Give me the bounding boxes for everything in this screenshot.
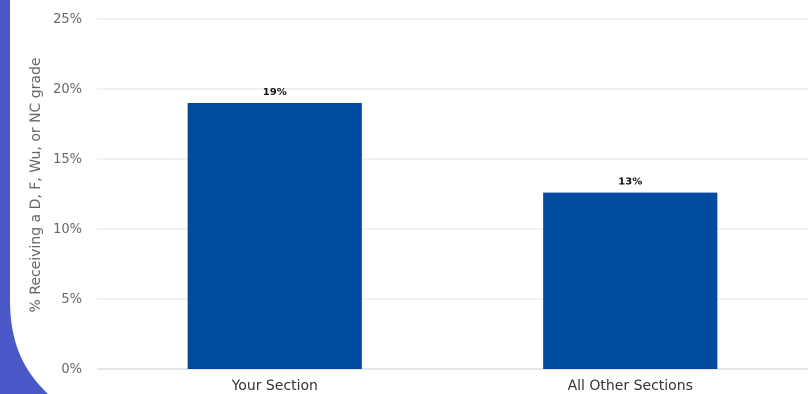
- y-tick-label: 0%: [61, 362, 82, 377]
- bar: [187, 103, 362, 369]
- y-tick-label: 25%: [53, 12, 82, 27]
- y-tick-label: 15%: [53, 152, 82, 167]
- x-axis-categories: Your Section All Other Sections: [231, 378, 693, 394]
- y-axis-ticks: 0% 5% 10% 15% 20% 25%: [53, 12, 82, 377]
- category-label: All Other Sections: [568, 378, 693, 394]
- data-labels: 19% 13%: [263, 87, 642, 188]
- category-label: Your Section: [231, 378, 318, 394]
- y-tick-label: 10%: [53, 222, 82, 237]
- y-tick-label: 5%: [61, 292, 82, 307]
- bars: [187, 103, 718, 369]
- y-axis-title: % Receiving a D, F, Wu, or NC grade: [28, 57, 44, 312]
- bar: [543, 192, 718, 369]
- data-label: 13%: [618, 177, 642, 188]
- data-label: 19%: [263, 87, 287, 98]
- left-accent-decoration: [0, 0, 48, 394]
- y-tick-label: 20%: [53, 82, 82, 97]
